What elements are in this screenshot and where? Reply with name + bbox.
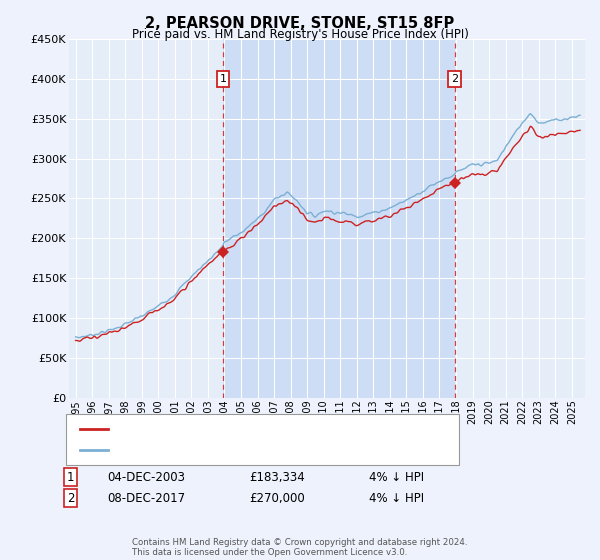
Text: 2, PEARSON DRIVE, STONE, ST15 8FP (detached house): 2, PEARSON DRIVE, STONE, ST15 8FP (detac…: [112, 424, 417, 435]
Text: 2: 2: [67, 492, 74, 505]
Text: 4% ↓ HPI: 4% ↓ HPI: [369, 470, 424, 484]
Text: £183,334: £183,334: [249, 470, 305, 484]
Text: 1: 1: [67, 470, 74, 484]
Text: 1: 1: [220, 74, 227, 84]
Text: 08-DEC-2017: 08-DEC-2017: [107, 492, 185, 505]
Text: 4% ↓ HPI: 4% ↓ HPI: [369, 492, 424, 505]
Text: £270,000: £270,000: [249, 492, 305, 505]
Bar: [223, 39, 455, 398]
Text: 2: 2: [451, 74, 458, 84]
Text: Contains HM Land Registry data © Crown copyright and database right 2024.
This d: Contains HM Land Registry data © Crown c…: [132, 538, 468, 557]
Text: Price paid vs. HM Land Registry's House Price Index (HPI): Price paid vs. HM Land Registry's House …: [131, 28, 469, 41]
Text: HPI: Average price, detached house, Stafford: HPI: Average price, detached house, Staf…: [112, 445, 358, 455]
Text: 04-DEC-2003: 04-DEC-2003: [107, 470, 185, 484]
Text: 2, PEARSON DRIVE, STONE, ST15 8FP: 2, PEARSON DRIVE, STONE, ST15 8FP: [145, 16, 455, 31]
